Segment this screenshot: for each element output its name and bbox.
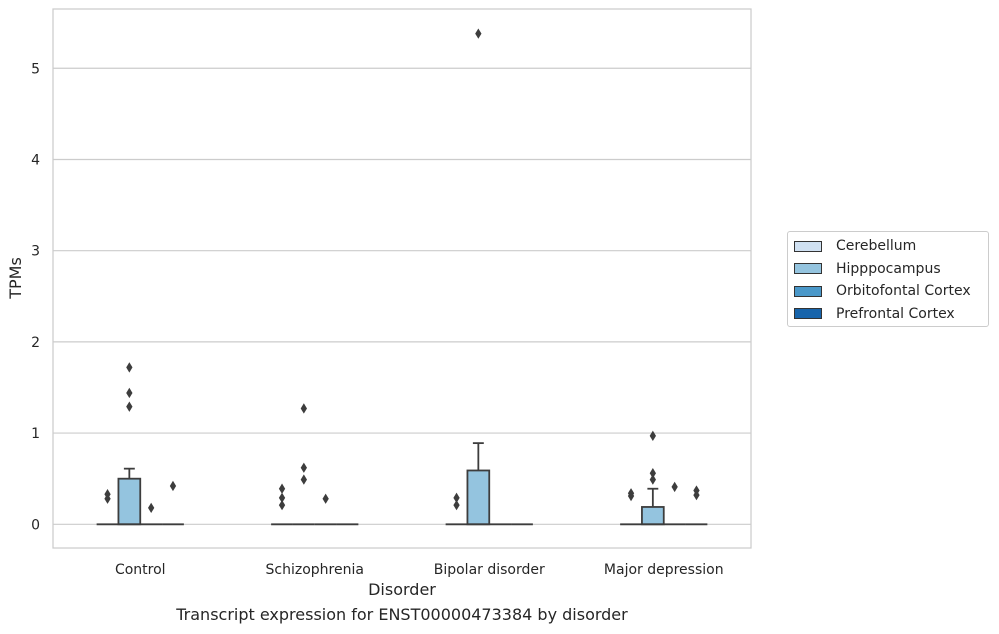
plot-area-frame bbox=[52, 8, 752, 549]
y-axis-label: TPMs bbox=[6, 257, 25, 300]
x-tick-label: Schizophrenia bbox=[266, 562, 364, 578]
box-hipppocampus bbox=[117, 477, 142, 526]
outlier-point bbox=[649, 430, 656, 441]
chart-caption: Transcript expression for ENST0000047338… bbox=[176, 605, 628, 624]
outlier-point bbox=[126, 387, 133, 399]
outlier-point bbox=[104, 489, 111, 500]
outlier-point bbox=[278, 492, 286, 504]
outlier-point bbox=[300, 462, 307, 473]
outlier-point bbox=[278, 499, 286, 511]
legend-label: Hipppocampus bbox=[836, 260, 941, 277]
x-tick-label: Bipolar disorder bbox=[434, 562, 545, 578]
outlier-point bbox=[300, 474, 307, 485]
x-axis-label: Disorder bbox=[368, 580, 436, 599]
y-tick-label: 3 bbox=[31, 244, 40, 260]
y-tick-label: 2 bbox=[31, 335, 40, 351]
outlier-point bbox=[475, 28, 482, 39]
outlier-point bbox=[300, 403, 307, 414]
outlier-point bbox=[126, 401, 133, 412]
legend-swatch bbox=[794, 263, 822, 274]
legend-item: Prefrontal Cortex bbox=[794, 305, 955, 323]
y-tick-label: 5 bbox=[31, 61, 40, 77]
legend-item: Cerebellum bbox=[794, 237, 916, 255]
outlier-point bbox=[627, 488, 635, 499]
y-tick-label: 1 bbox=[31, 426, 40, 442]
y-tick-labels: 0 1 2 3 4 5 bbox=[31, 61, 40, 533]
outlier-point bbox=[148, 502, 155, 514]
legend-swatch bbox=[794, 240, 822, 252]
legend-label: Orbitofontal Cortex bbox=[836, 283, 971, 299]
boxes bbox=[96, 28, 708, 526]
outlier-point bbox=[671, 481, 678, 493]
legend-label: Cerebellum bbox=[836, 238, 917, 254]
legend-swatch bbox=[794, 285, 822, 297]
outlier-point bbox=[126, 362, 133, 373]
x-tick-label: Major depression bbox=[604, 562, 724, 578]
box-hipppocampus bbox=[466, 469, 491, 526]
outlier-point bbox=[693, 485, 700, 496]
outlier-point bbox=[453, 499, 460, 511]
outlier-point bbox=[649, 468, 656, 479]
outlier-point bbox=[649, 474, 656, 485]
x-tick-label: Control bbox=[115, 562, 166, 578]
gridlines bbox=[53, 67, 751, 525]
outlier-point bbox=[278, 483, 286, 494]
outlier-point bbox=[169, 480, 177, 492]
y-tick-label: 4 bbox=[31, 152, 40, 168]
outlier-point bbox=[453, 492, 460, 504]
legend-item: Hipppocampus bbox=[794, 260, 941, 278]
y-tick-label: 0 bbox=[31, 517, 40, 533]
outlier-point bbox=[322, 493, 329, 504]
box-hipppocampus bbox=[641, 506, 665, 526]
legend-swatch bbox=[794, 308, 822, 319]
legend-label: Prefrontal Cortex bbox=[836, 305, 955, 322]
x-tick-labels: Control Schizophrenia Bipolar disorder Majo… bbox=[115, 562, 724, 578]
legend: Cerebellum Hipppocampus Orbitofontal Corte… bbox=[787, 231, 989, 327]
legend-item: Orbitofontal Cortex bbox=[794, 282, 971, 300]
